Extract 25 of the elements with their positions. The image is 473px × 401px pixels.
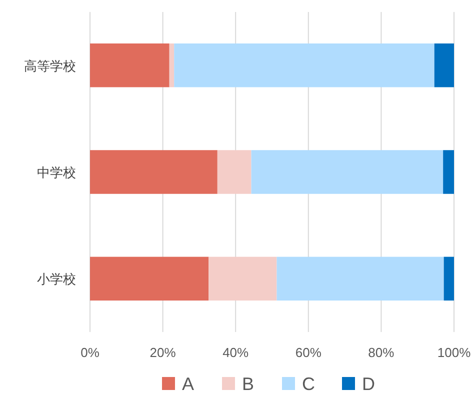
bar (90, 150, 218, 194)
legend-label: C (302, 374, 315, 394)
bar (251, 150, 444, 194)
bar (174, 43, 434, 88)
y-tick-label: 高等学校 (24, 58, 76, 74)
x-tick-label: 20% (150, 345, 176, 360)
y-tick-label: 中学校 (37, 165, 76, 180)
bar (169, 43, 174, 88)
bar (434, 43, 454, 88)
bar (217, 150, 252, 194)
legend-label: B (242, 374, 254, 394)
bar (443, 150, 454, 194)
x-tick-label: 40% (222, 345, 250, 360)
bar (276, 256, 444, 301)
x-tick-label: 100% (437, 345, 472, 360)
x-tick-label: 80% (368, 345, 395, 360)
bar (90, 256, 209, 301)
legend-label: D (362, 374, 375, 394)
bar (208, 256, 277, 301)
bar (444, 256, 454, 301)
y-tick-label: 小学校 (37, 272, 76, 287)
x-tick-label: 0% (80, 345, 100, 360)
bar (90, 43, 170, 88)
x-tick-label: 60% (295, 345, 322, 360)
legend-label: A (182, 374, 194, 394)
